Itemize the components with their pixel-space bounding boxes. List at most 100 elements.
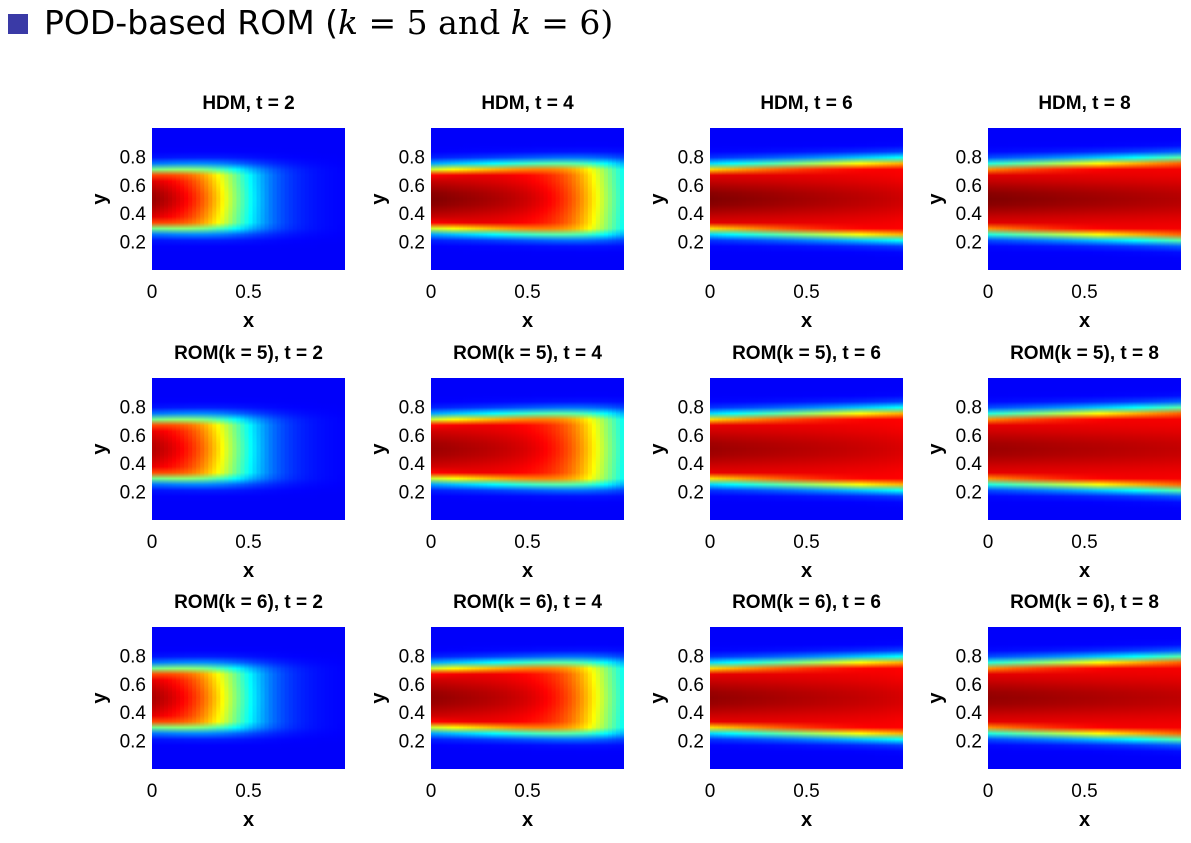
heatmap-strip [324, 627, 330, 769]
heatmap-strip [280, 627, 286, 769]
heatmap-strip [531, 627, 537, 769]
heatmap-strip [826, 128, 832, 270]
heatmap-strip [539, 627, 545, 769]
y-tick-label: 0.4 [399, 703, 426, 724]
x-tick-label: 0.5 [793, 532, 819, 553]
heatmap-strip [802, 378, 808, 520]
heatmap-strip [447, 378, 452, 520]
heatmap-strip [615, 128, 621, 270]
heatmap-strip [224, 378, 229, 520]
heatmap-strip [559, 378, 565, 520]
heatmap-strip [1152, 128, 1158, 270]
heatmap-strip [200, 378, 205, 520]
heatmap-strip [487, 627, 492, 769]
square-bullet-icon [8, 14, 28, 34]
heatmap-strip [431, 627, 436, 769]
heatmap-strip [1160, 627, 1166, 769]
heatmap-strip [1036, 378, 1041, 520]
heatmap-strip [834, 378, 840, 520]
heatmap-strip [527, 128, 533, 270]
heatmap-image [152, 128, 345, 270]
heatmap-strip [854, 627, 860, 769]
heatmap-strip [830, 128, 836, 270]
heatmap-strip [1032, 627, 1037, 769]
heatmap-strip [1064, 627, 1070, 769]
heatmap-strip [1172, 378, 1178, 520]
panel-title: HDM, t = 4 [481, 93, 574, 114]
y-tick-label: 0.8 [956, 397, 982, 418]
heatmap-strip [1020, 128, 1025, 270]
heatmap-strip [854, 378, 860, 520]
heatmap-strip [332, 128, 338, 270]
heatmap-strip [268, 128, 274, 270]
heatmap-strip [1076, 128, 1082, 270]
y-tick-label: 0.2 [399, 233, 425, 254]
title-eq-2: = 6) [530, 2, 614, 42]
heatmap-strip [479, 627, 484, 769]
heatmap-strip [563, 378, 569, 520]
heatmap-strip [248, 128, 254, 270]
x-tick-label: 0 [147, 781, 158, 802]
heatmap-strip [1072, 627, 1078, 769]
x-tick-label: 0 [426, 532, 437, 553]
heatmap-strip [587, 128, 593, 270]
heatmap-strip [818, 378, 824, 520]
heatmap-strip [890, 627, 896, 769]
heatmap-strip [886, 128, 892, 270]
heatmap-strip [894, 128, 900, 270]
heatmap-strip [1088, 627, 1094, 769]
heatmap-strip [571, 378, 577, 520]
heatmap-strip [1168, 128, 1174, 270]
x-tick-label: 0 [426, 282, 437, 303]
heatmap-strip [774, 378, 779, 520]
heatmap-strip [722, 627, 727, 769]
heatmap-strip [766, 378, 771, 520]
heatmap-strip [312, 128, 318, 270]
heatmap-strip [172, 378, 177, 520]
heatmap-strip [1112, 378, 1118, 520]
heatmap-strip [710, 128, 715, 270]
heatmap-strip [443, 627, 448, 769]
heatmap-strip [1140, 627, 1146, 769]
heatmap-strip [1176, 378, 1181, 520]
heatmap-strip [1124, 128, 1130, 270]
heatmap-strip [782, 128, 787, 270]
heatmap-strip [810, 128, 816, 270]
heatmap-strip [256, 128, 262, 270]
heatmap-strip [188, 378, 193, 520]
heatmap-strip [236, 128, 242, 270]
heatmap-strip [232, 627, 238, 769]
heatmap-strip [280, 378, 286, 520]
heatmap-strip [160, 128, 165, 270]
heatmap-image [152, 627, 345, 769]
heatmap-strip [1012, 627, 1017, 769]
heatmap-strip [328, 378, 334, 520]
heatmap-image [152, 378, 345, 520]
heatmap-strip [838, 378, 844, 520]
heatmap-strip [439, 627, 444, 769]
heatmap-strip [208, 627, 213, 769]
heatmap-image [431, 128, 624, 270]
y-tick-label: 0.4 [678, 454, 705, 475]
heatmap-strip [499, 627, 504, 769]
heatmap-strip [798, 627, 804, 769]
heatmap-strip [447, 627, 452, 769]
x-axis-label: x [522, 310, 533, 332]
heatmap-strip [794, 378, 800, 520]
heatmap-strip [1020, 627, 1025, 769]
heatmap-strip [547, 627, 553, 769]
y-tick-label: 0.8 [956, 646, 982, 667]
heatmap-strip [862, 378, 868, 520]
heatmap-strip [1172, 128, 1178, 270]
heatmap-strip [1036, 627, 1041, 769]
heatmap-strip [1108, 378, 1114, 520]
heatmap-strip [499, 378, 504, 520]
heatmap-strip [535, 378, 541, 520]
y-tick-label: 0.2 [956, 483, 982, 504]
heatmap-strip [1124, 378, 1130, 520]
heatmap-strip [1084, 378, 1090, 520]
panel-r1-c1: HDM, t = 2 0.2 0.4 0.6 0.8 0 0.5 x y [89, 93, 345, 332]
heatmap-strip [567, 378, 573, 520]
x-axis-label: x [801, 310, 812, 332]
heatmap-strip [996, 378, 1001, 520]
